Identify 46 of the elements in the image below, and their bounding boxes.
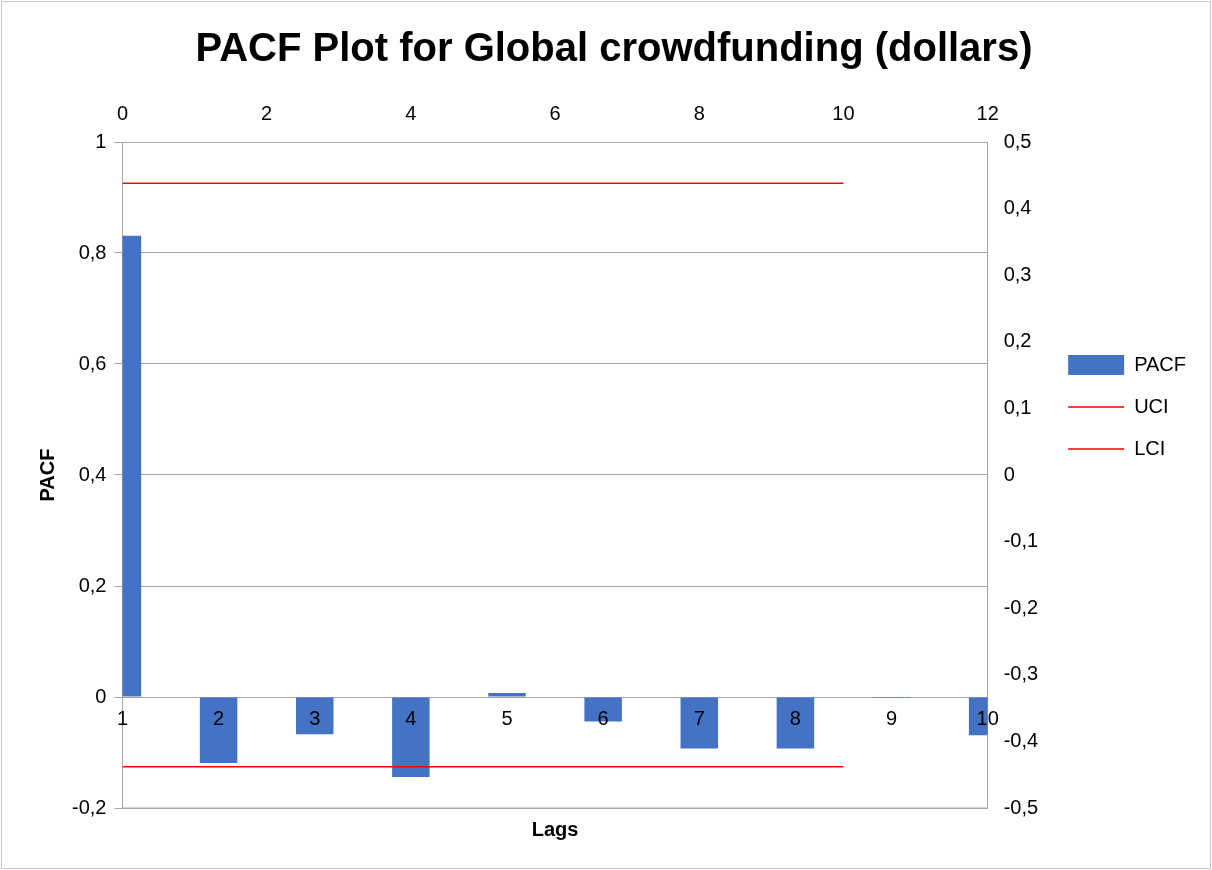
bar — [295, 697, 334, 735]
x-tick-label: 1 — [116, 706, 129, 729]
y2-tick-label: 0 — [1003, 462, 1015, 485]
bar — [392, 697, 430, 777]
x-tick-label: 7 — [693, 706, 705, 729]
x2-tick-label: 0 — [116, 101, 129, 124]
legend-label: UCI — [1134, 394, 1169, 417]
y2-tick-label: -0,3 — [1003, 662, 1039, 685]
legend-label: PACF — [1134, 352, 1186, 375]
chart-title: PACF Plot for Global crowdfunding (dollars) — [195, 25, 1033, 70]
x-tick-label: 3 — [309, 706, 321, 729]
bar — [776, 697, 815, 749]
y-tick-label: 0,6 — [78, 351, 107, 374]
y-axis-title: PACF — [35, 448, 58, 502]
y2-tick-label: 0,2 — [1003, 329, 1032, 352]
x-tick-label: 2 — [213, 706, 225, 729]
x2-tick-label: 12 — [976, 101, 999, 124]
x-tick-label: 9 — [885, 706, 898, 729]
y2-tick-label: -0,2 — [1003, 595, 1039, 618]
x-tick-label: 10 — [976, 706, 999, 729]
bar — [680, 697, 719, 749]
y-tick-label: 0 — [95, 684, 107, 707]
y-tick-label: 0,4 — [78, 462, 107, 485]
y2-tick-label: -0,5 — [1003, 795, 1039, 818]
y-tick-label: 0,2 — [78, 573, 107, 596]
x-axis-title: Lags — [531, 817, 579, 840]
y-tick-label: 0,8 — [78, 240, 107, 263]
y2-tick-label: 0,1 — [1003, 395, 1032, 418]
x-tick-label: 5 — [501, 706, 513, 729]
x-tick-label: 4 — [405, 706, 417, 729]
x2-tick-label: 4 — [405, 101, 417, 124]
x2-tick-label: 10 — [832, 101, 855, 124]
y2-tick-label: 0,4 — [1003, 196, 1032, 219]
legend-label: LCI — [1134, 436, 1166, 459]
x2-tick-label: 2 — [261, 101, 273, 124]
y-tick-label: -0,2 — [71, 795, 107, 818]
y2-tick-label: 0,5 — [1003, 129, 1032, 152]
x2-tick-label: 6 — [549, 101, 561, 124]
x-tick-label: 8 — [789, 706, 801, 729]
bar — [199, 697, 238, 764]
y2-tick-label: -0,1 — [1003, 529, 1039, 552]
y2-tick-label: 0,3 — [1003, 262, 1032, 285]
y2-tick-label: -0,4 — [1003, 728, 1039, 751]
bar — [488, 693, 526, 697]
x2-tick-label: 8 — [693, 101, 705, 124]
y-tick-label: 1 — [95, 129, 107, 152]
